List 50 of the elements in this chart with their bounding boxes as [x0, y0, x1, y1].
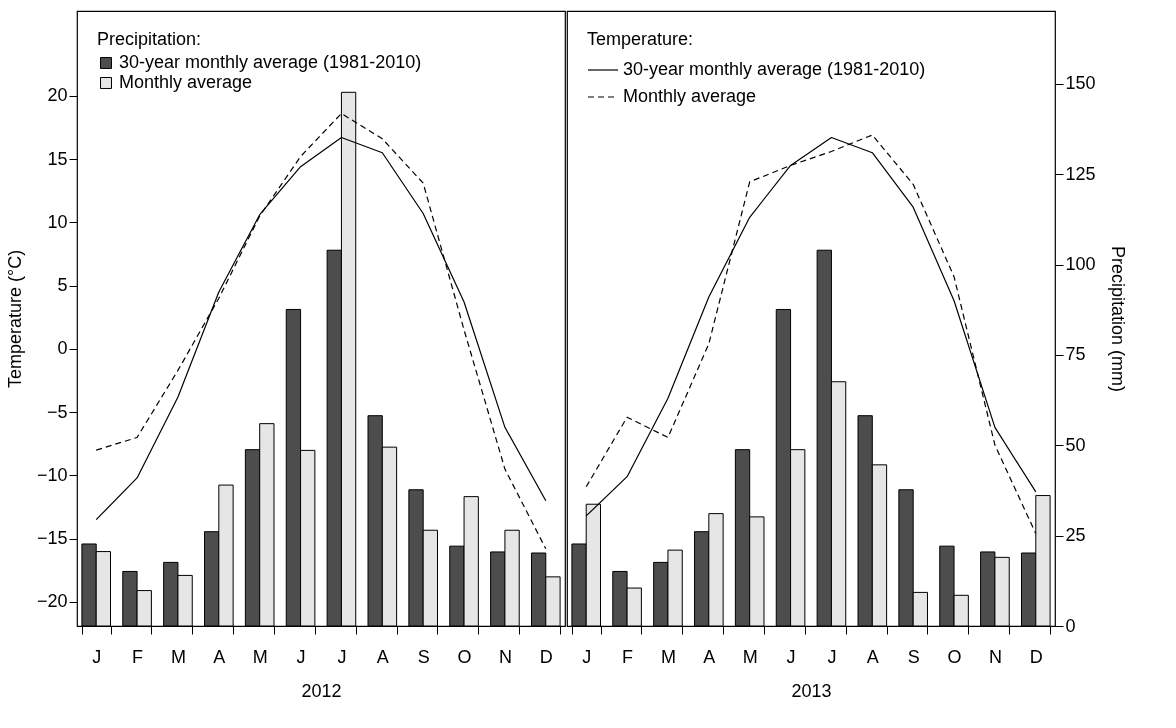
- y2-tick-label: 0: [1065, 615, 1076, 636]
- x-tick-label: J: [786, 646, 796, 667]
- x-tick-label: F: [622, 646, 634, 667]
- y-tick-label: −5: [46, 401, 68, 422]
- x-tick-label: S: [907, 646, 920, 667]
- y2-axis-title: Precipitation (mm): [1107, 245, 1128, 393]
- x-tick-label: M: [660, 646, 676, 667]
- x-tick-label: J: [296, 646, 306, 667]
- x-tick-label: O: [457, 646, 472, 667]
- legend-title: Temperature:: [587, 29, 694, 49]
- x-tick-label: A: [213, 646, 226, 667]
- legend-title: Precipitation:: [97, 29, 202, 49]
- legend-label: Monthly average: [623, 86, 757, 106]
- x-tick-label: O: [947, 646, 962, 667]
- x-tick-label: A: [703, 646, 716, 667]
- y2-tick-label: 150: [1065, 73, 1096, 94]
- y2-tick-label: 125: [1065, 163, 1096, 184]
- x-tick-label: J: [827, 646, 837, 667]
- x-tick-label: N: [988, 646, 1002, 667]
- x-axis-title: 2013: [791, 680, 832, 701]
- legend-label: 30-year monthly average (1981-2010): [623, 59, 926, 79]
- x-tick-label: J: [92, 646, 102, 667]
- x-tick-label: M: [170, 646, 186, 667]
- x-tick-label: F: [132, 646, 144, 667]
- x-tick-label: A: [866, 646, 879, 667]
- x-tick-label: J: [582, 646, 592, 667]
- y2-tick-label: 50: [1065, 434, 1086, 455]
- y2-tick-label: 100: [1065, 254, 1096, 275]
- x-tick-label: M: [252, 646, 268, 667]
- y-tick-label: 10: [47, 211, 68, 232]
- x-tick-label: N: [498, 646, 512, 667]
- x-tick-label: D: [539, 646, 553, 667]
- y-tick-label: 0: [57, 338, 68, 359]
- y-tick-label: 15: [47, 148, 68, 169]
- y2-tick-label: 75: [1065, 344, 1086, 365]
- x-tick-label: J: [337, 646, 347, 667]
- y-tick-label: −15: [36, 528, 68, 549]
- legend-label: 30-year monthly average (1981-2010): [119, 52, 422, 72]
- x-axis-title: 2012: [301, 680, 342, 701]
- y-axis-title: Temperature (°C): [4, 249, 25, 389]
- y-tick-label: −10: [36, 464, 68, 485]
- y-tick-label: 20: [47, 85, 68, 106]
- y2-tick-label: 25: [1065, 525, 1086, 546]
- legend-label: Monthly average: [119, 72, 253, 92]
- x-tick-label: D: [1029, 646, 1043, 667]
- x-tick-label: M: [742, 646, 758, 667]
- x-tick-label: S: [417, 646, 430, 667]
- x-tick-label: A: [376, 646, 389, 667]
- y-tick-label: −20: [36, 591, 68, 612]
- y-tick-label: 5: [57, 275, 68, 296]
